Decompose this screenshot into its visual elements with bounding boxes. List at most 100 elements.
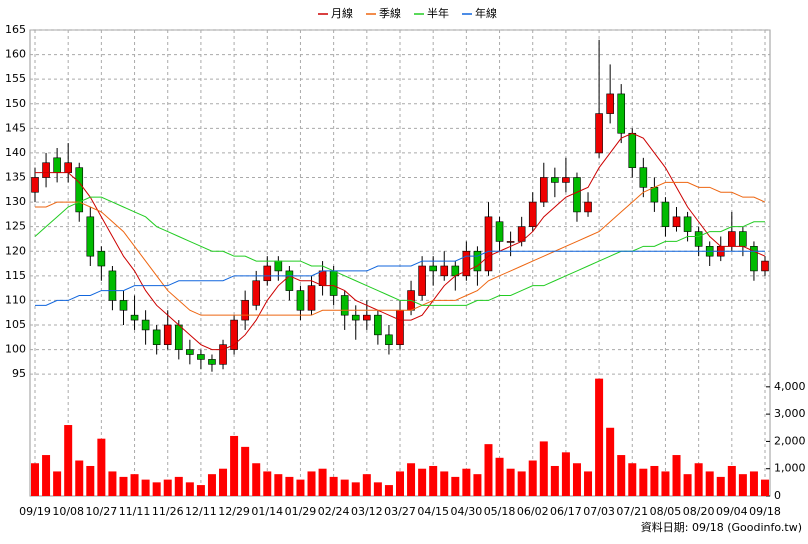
candle-body <box>241 300 249 321</box>
volume-bar <box>53 471 62 496</box>
candle-body <box>174 324 183 350</box>
candle-body <box>606 93 614 114</box>
ma-line <box>35 181 766 316</box>
volume-bar <box>296 479 305 496</box>
candle-body <box>385 334 393 345</box>
volume-bar <box>694 463 703 496</box>
candle-body <box>307 285 316 311</box>
volume-bar <box>373 482 382 496</box>
candle-body <box>97 250 106 267</box>
y-tick-label: 145 <box>5 121 26 134</box>
candle-body <box>418 265 426 296</box>
y2-tick-label: 4,000 <box>774 380 806 393</box>
candle-body <box>208 359 216 365</box>
candle-body <box>694 231 703 247</box>
candle-body <box>562 177 570 183</box>
plot-frame <box>29 29 771 497</box>
x-tick-label: 09/04 <box>716 505 748 518</box>
candle-body <box>274 260 283 272</box>
candle-body <box>119 300 128 311</box>
volume-bar <box>595 378 604 496</box>
x-tick-label: 07/21 <box>616 505 648 518</box>
x-tick-label: 11/26 <box>152 505 184 518</box>
volume-bar <box>418 468 427 496</box>
candle-body <box>340 295 349 316</box>
candle-body <box>163 324 172 345</box>
volume-bar <box>185 482 194 496</box>
candle-body <box>473 250 482 272</box>
candle-body <box>329 270 338 296</box>
x-tick-label: 04/30 <box>451 505 483 518</box>
x-tick-label: 12/29 <box>218 505 250 518</box>
volume-bar <box>495 457 504 496</box>
legend-label: 季線 <box>379 6 401 20</box>
candle-body <box>197 354 205 360</box>
volume-bar <box>661 471 670 496</box>
candle-body <box>53 157 61 173</box>
candle-body <box>396 309 404 345</box>
candle-body <box>64 162 72 173</box>
candle-body <box>650 187 659 203</box>
y-tick-label: 125 <box>5 220 26 233</box>
volume-bar <box>617 455 626 496</box>
volume-bar <box>307 471 316 496</box>
legend-label: 半年 <box>427 6 449 20</box>
volume-bar <box>274 474 283 496</box>
volume-bar <box>263 471 272 496</box>
volume-bar <box>738 474 747 496</box>
volume-bar <box>451 476 460 496</box>
volume-bar <box>219 468 228 496</box>
ma-line <box>35 250 765 306</box>
volume-bar <box>163 479 172 496</box>
volume-bar <box>318 468 327 496</box>
y-tick-label: 110 <box>5 293 26 306</box>
volume-bar <box>572 463 581 496</box>
candle-body <box>551 177 559 183</box>
volume-bar <box>506 468 515 496</box>
volume-bar <box>550 465 559 496</box>
candle-body <box>429 265 437 272</box>
candle-body <box>628 132 637 168</box>
candle-body <box>661 201 670 227</box>
y-tick-label: 135 <box>5 171 26 184</box>
volume-bar <box>86 465 95 496</box>
x-tick-label: 08/05 <box>650 505 682 518</box>
legend-label: 月線 <box>331 6 353 20</box>
candle-body <box>230 319 238 350</box>
volume-bar <box>705 471 714 496</box>
volume-bar <box>252 463 261 496</box>
footer: 資料日期: 09/18 (Goodinfo.tw) <box>641 520 802 534</box>
y-tick-label: 100 <box>5 343 26 356</box>
volume-bar <box>462 468 471 496</box>
volume-bar <box>727 465 736 496</box>
candle-body <box>374 314 382 336</box>
candle-body <box>484 216 493 272</box>
ma-line <box>35 132 766 351</box>
candle-body <box>252 280 261 306</box>
x-tick-label: 10/08 <box>52 505 84 518</box>
x-tick-label: 10/27 <box>86 505 118 518</box>
volume-bar <box>606 427 615 496</box>
volume-bar <box>285 476 294 496</box>
volume-bar <box>119 476 128 496</box>
candle-body <box>130 314 139 321</box>
volume-bar <box>108 471 117 496</box>
candle-body <box>728 231 736 247</box>
candle-body <box>285 270 294 291</box>
x-tick-label: 04/15 <box>417 505 449 518</box>
x-tick-label: 03/12 <box>351 505 383 518</box>
volume-bar <box>340 479 349 496</box>
volume-bar <box>64 425 73 496</box>
volume-bar <box>473 474 482 496</box>
candle-body <box>761 260 769 272</box>
candle-body <box>42 162 50 178</box>
volume-bar <box>761 479 769 496</box>
x-tick-label: 01/29 <box>285 505 317 518</box>
volume-bar <box>683 474 692 496</box>
x-tick-label: 03/27 <box>384 505 416 518</box>
y-tick-label: 95 <box>12 367 26 380</box>
candle-body <box>31 177 39 193</box>
x-tick-label: 12/11 <box>185 505 217 518</box>
candle-body <box>683 216 692 232</box>
volume-bar <box>561 452 570 496</box>
